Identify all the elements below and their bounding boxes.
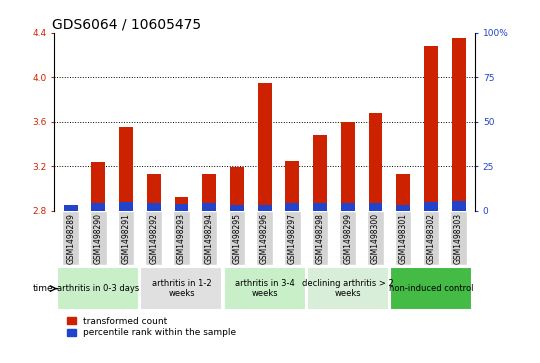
Text: GSM1498299: GSM1498299 bbox=[343, 213, 352, 264]
FancyBboxPatch shape bbox=[284, 211, 301, 265]
FancyBboxPatch shape bbox=[367, 211, 384, 265]
Bar bbox=[91, 203, 105, 211]
Bar bbox=[202, 203, 216, 211]
FancyBboxPatch shape bbox=[224, 267, 306, 310]
FancyBboxPatch shape bbox=[307, 267, 389, 310]
Bar bbox=[396, 174, 410, 211]
Bar bbox=[424, 46, 438, 211]
Bar bbox=[368, 113, 382, 211]
FancyBboxPatch shape bbox=[201, 211, 218, 265]
Text: declining arthritis > 2
weeks: declining arthritis > 2 weeks bbox=[302, 279, 394, 298]
FancyBboxPatch shape bbox=[145, 211, 162, 265]
Text: GSM1498290: GSM1498290 bbox=[94, 213, 103, 264]
Bar bbox=[230, 205, 244, 211]
Bar bbox=[258, 83, 272, 211]
Legend: transformed count, percentile rank within the sample: transformed count, percentile rank withi… bbox=[67, 317, 237, 337]
Bar bbox=[119, 202, 133, 211]
FancyBboxPatch shape bbox=[57, 267, 139, 310]
Text: GSM1498295: GSM1498295 bbox=[232, 213, 241, 264]
FancyBboxPatch shape bbox=[90, 211, 106, 265]
Bar bbox=[451, 200, 465, 211]
Bar bbox=[119, 127, 133, 211]
Text: GSM1498301: GSM1498301 bbox=[399, 213, 408, 264]
Bar bbox=[341, 122, 355, 211]
Bar bbox=[341, 203, 355, 211]
FancyBboxPatch shape bbox=[340, 211, 356, 265]
FancyBboxPatch shape bbox=[62, 211, 79, 265]
Text: GSM1498296: GSM1498296 bbox=[260, 213, 269, 264]
Bar bbox=[424, 202, 438, 211]
Bar bbox=[91, 162, 105, 211]
Bar bbox=[202, 174, 216, 211]
Bar bbox=[451, 38, 465, 211]
FancyBboxPatch shape bbox=[450, 211, 467, 265]
Bar bbox=[285, 160, 299, 211]
Bar bbox=[258, 205, 272, 211]
Text: GSM1498291: GSM1498291 bbox=[122, 213, 131, 264]
Bar bbox=[285, 203, 299, 211]
Text: GSM1498293: GSM1498293 bbox=[177, 213, 186, 264]
Bar bbox=[174, 204, 188, 211]
Bar bbox=[147, 174, 161, 211]
Bar bbox=[174, 197, 188, 211]
Text: non-induced control: non-induced control bbox=[389, 284, 473, 293]
Bar bbox=[368, 203, 382, 211]
Text: GSM1498303: GSM1498303 bbox=[454, 213, 463, 264]
Text: GSM1498302: GSM1498302 bbox=[427, 213, 435, 264]
Text: GDS6064 / 10605475: GDS6064 / 10605475 bbox=[52, 17, 201, 32]
Text: GSM1498292: GSM1498292 bbox=[149, 213, 158, 264]
FancyBboxPatch shape bbox=[390, 267, 472, 310]
FancyBboxPatch shape bbox=[118, 211, 134, 265]
Bar bbox=[147, 203, 161, 211]
FancyBboxPatch shape bbox=[312, 211, 328, 265]
FancyBboxPatch shape bbox=[140, 267, 222, 310]
Bar bbox=[396, 205, 410, 211]
FancyBboxPatch shape bbox=[395, 211, 411, 265]
Text: time: time bbox=[33, 284, 53, 293]
Text: GSM1498298: GSM1498298 bbox=[315, 213, 325, 264]
Text: arthritis in 1-2
weeks: arthritis in 1-2 weeks bbox=[152, 279, 211, 298]
Bar bbox=[313, 135, 327, 211]
Text: GSM1498294: GSM1498294 bbox=[205, 213, 214, 264]
Text: arthritis in 0-3 days: arthritis in 0-3 days bbox=[57, 284, 139, 293]
Text: GSM1498297: GSM1498297 bbox=[288, 213, 297, 264]
Text: GSM1498289: GSM1498289 bbox=[66, 213, 75, 264]
FancyBboxPatch shape bbox=[256, 211, 273, 265]
Text: arthritis in 3-4
weeks: arthritis in 3-4 weeks bbox=[235, 279, 294, 298]
Text: GSM1498300: GSM1498300 bbox=[371, 213, 380, 264]
Bar bbox=[64, 205, 78, 211]
FancyBboxPatch shape bbox=[228, 211, 245, 265]
Bar bbox=[64, 208, 78, 211]
Bar bbox=[230, 167, 244, 211]
FancyBboxPatch shape bbox=[422, 211, 439, 265]
FancyBboxPatch shape bbox=[173, 211, 190, 265]
Bar bbox=[313, 203, 327, 211]
